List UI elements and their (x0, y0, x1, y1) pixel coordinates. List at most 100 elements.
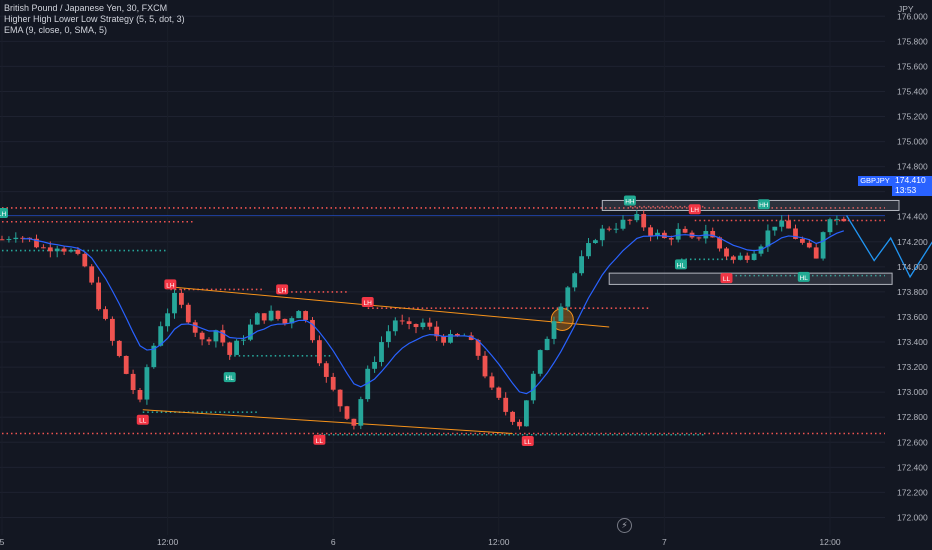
swing-label: HL (677, 262, 686, 269)
candle-body (427, 323, 432, 327)
y-tick-label: 174.000 (897, 262, 928, 272)
candle-body (538, 350, 543, 374)
y-tick-label: 172.000 (897, 512, 928, 522)
candle-body (138, 390, 143, 400)
time-axis[interactable]: 512:00612:00712:00812:00912:0012 (0, 537, 932, 547)
y-tick-label: 172.800 (897, 412, 928, 422)
candle-body (82, 254, 87, 266)
swing-label: HH (759, 202, 769, 209)
candle-body (738, 256, 743, 260)
swing-label: LH (0, 211, 6, 218)
y-tick-label: 174.400 (897, 212, 928, 222)
candle-body (483, 356, 488, 377)
price-zone (602, 200, 899, 210)
candle-body (179, 293, 184, 305)
y-tick-label: 173.000 (897, 387, 928, 397)
candle-body (752, 254, 757, 260)
x-tick-label: 12:00 (819, 537, 841, 547)
candle-body (676, 229, 681, 240)
candle-body (48, 247, 53, 251)
price-zone (609, 273, 892, 284)
indicator-ema[interactable]: EMA (9, close, 0, SMA, 5) (4, 25, 185, 36)
candle-body (241, 340, 246, 341)
candle-body (172, 293, 177, 313)
trendline (143, 410, 513, 434)
candle-body (386, 331, 391, 342)
candle-body (821, 232, 826, 258)
candle-body (731, 256, 736, 259)
y-tick-label: 172.200 (897, 487, 928, 497)
swing-label: LH (166, 282, 175, 289)
candle-body (248, 325, 253, 340)
candle-body (372, 362, 377, 369)
candle-body (96, 283, 101, 310)
candle-body (41, 247, 46, 248)
y-tick-label: 175.400 (897, 86, 928, 96)
candle-body (207, 339, 212, 341)
symbol-title[interactable]: British Pound / Japanese Yen, 30, FXCM (4, 3, 185, 14)
last-price-tag: GBPJPY 174.410 13:53 (858, 176, 903, 196)
candle-body (779, 221, 784, 227)
candle-body (697, 237, 702, 238)
price-axis[interactable]: 176.000175.800175.600175.400175.200175.0… (897, 4, 928, 522)
swing-label: LH (278, 287, 287, 294)
candle-body (835, 219, 840, 220)
swing-label: HL (226, 375, 235, 382)
candle-body (503, 398, 508, 412)
candle-body (559, 307, 564, 322)
candle-body (7, 239, 12, 240)
candle-body (55, 249, 60, 252)
candle-body (621, 220, 626, 229)
candle-body (841, 219, 846, 221)
candle-body (145, 367, 150, 399)
swing-label: LL (524, 439, 532, 446)
candle-body (634, 214, 639, 220)
candle-body (441, 336, 446, 342)
candle-body (131, 374, 136, 390)
swing-label: LH (691, 207, 700, 214)
lightning-icon[interactable]: ⚡ (617, 518, 632, 533)
y-tick-label: 173.800 (897, 287, 928, 297)
candle-body (552, 321, 557, 339)
candle-body (800, 239, 805, 243)
swing-label: LL (139, 418, 147, 425)
swing-label: HH (625, 198, 635, 205)
swing-label: LL (316, 438, 324, 445)
candle-body (234, 341, 239, 355)
y-tick-label: 175.000 (897, 137, 928, 147)
candle-body (828, 219, 833, 232)
candle-body (669, 238, 674, 240)
candle-body (724, 248, 729, 256)
swing-labels: LHLHLHHLLLLLLLHHLHHHHLLLHLLH (0, 195, 810, 446)
candle-body (103, 309, 108, 319)
candle-body (421, 323, 426, 327)
candle-body (607, 229, 612, 230)
candle-body (269, 311, 274, 321)
y-tick-label: 175.200 (897, 112, 928, 122)
candle-body (124, 356, 129, 374)
candle-body (807, 243, 812, 248)
y-tick-label: 173.200 (897, 362, 928, 372)
candle-body (76, 250, 81, 254)
candle-body (586, 243, 591, 256)
candle-body (490, 376, 495, 387)
candle-body (338, 390, 343, 407)
candle-body (227, 343, 232, 355)
candle-body (517, 422, 522, 426)
price-box: 174.410 13:53 (892, 176, 932, 196)
candle-body (193, 322, 198, 332)
indicator-hhll[interactable]: Higher High Lower Low Strategy (5, 5, do… (4, 14, 185, 25)
y-tick-label: 173.600 (897, 312, 928, 322)
candle-body (407, 321, 412, 324)
candle-body (510, 412, 515, 422)
candle-body (331, 377, 336, 390)
y-tick-label: 174.200 (897, 237, 928, 247)
candle-body (545, 339, 550, 350)
candle-body (62, 249, 67, 252)
y-tick-label: 174.800 (897, 162, 928, 172)
symbol-tag: GBPJPY (858, 176, 892, 186)
candle-body (379, 342, 384, 362)
candle-body (69, 250, 74, 252)
y-tick-label: 173.400 (897, 337, 928, 347)
